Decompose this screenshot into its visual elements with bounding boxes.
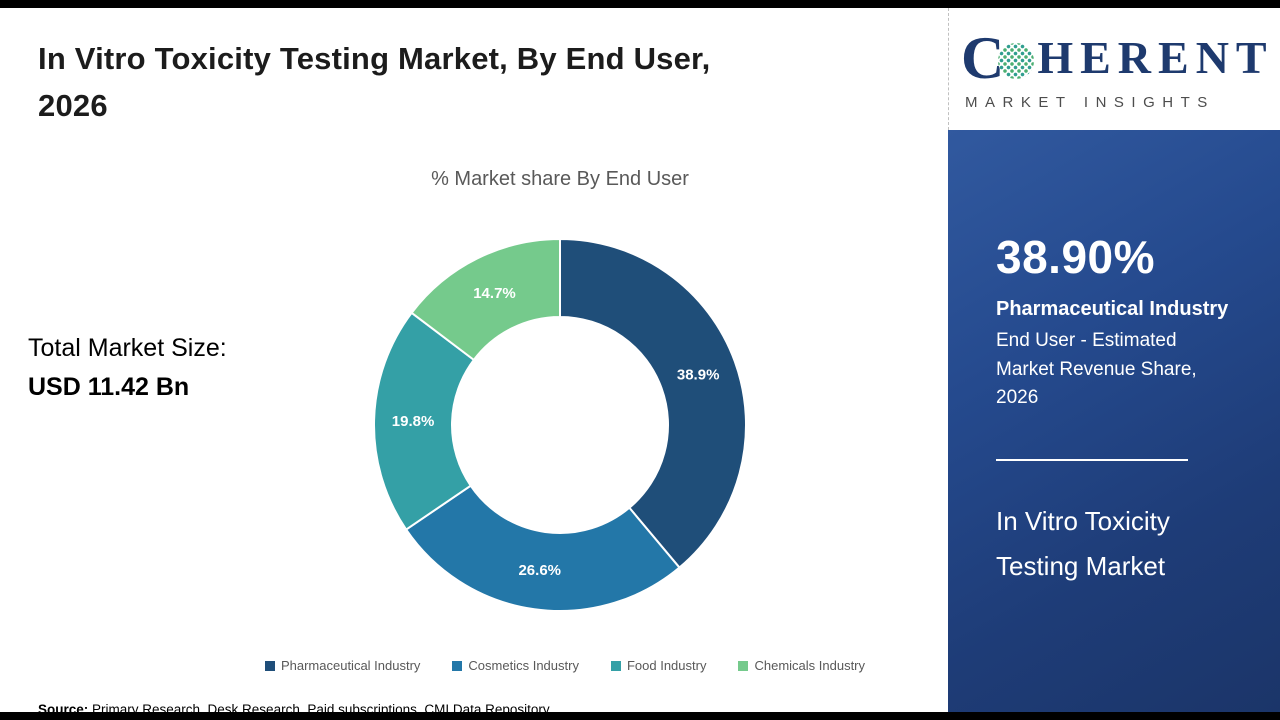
main-panel: In Vitro Toxicity Testing Market, By End… [0,8,948,717]
donut-segment-label: 14.7% [473,285,516,302]
donut-chart: 38.9% 26.6% 19.8% 14.7% [373,237,747,612]
top-black-bar [0,0,1280,8]
donut-segment-label: 26.6% [518,562,561,579]
brand-logo: C HERENT [961,28,1280,88]
legend-item: Pharmaceutical Industry [264,658,421,673]
donut-segment-label: 19.8% [392,413,435,430]
total-market-size-block: Total Market Size: USD 11.42 Bn [28,334,227,402]
brand-wordmark: HERENT [1037,31,1274,83]
chart-legend: Pharmaceutical Industry Cosmetics Indust… [185,658,945,673]
sidebar-panel: 38.90% Pharmaceutical Industry End User … [948,130,1280,712]
legend-label: Cosmetics Industry [468,658,579,673]
legend-item: Food Industry [610,658,707,673]
total-market-size-label: Total Market Size: [28,334,227,362]
legend-swatch [738,660,749,671]
page-title-line1: In Vitro Toxicity Testing Market, By End… [38,41,711,76]
total-market-size-value: USD 11.42 Bn [28,373,190,401]
sidebar-divider [996,458,1188,461]
brand-panel: C HERENT MARKET INSIGHTS [948,8,1280,130]
donut-segment-1 [559,237,747,569]
legend-item: Cosmetics Industry [452,658,579,673]
legend-label: Pharmaceutical Industry [280,658,421,673]
chart-subtitle: % Market share By End User [431,168,689,190]
stat-highlight: Pharmaceutical Industry [996,298,1229,320]
market-name: In Vitro Toxicity Testing Market [996,505,1170,582]
legend-label: Food Industry [626,658,707,673]
legend-item: Chemicals Industry [738,658,865,673]
donut-segment-2 [404,484,681,612]
brand-letter-c: C [961,24,1005,91]
donut-segment-4 [410,237,561,362]
stat-description: End User - Estimated Market Revenue Shar… [996,330,1197,408]
brand-subtitle: MARKET INSIGHTS [965,93,1215,111]
page-title: In Vitro Toxicity Testing Market, By End… [38,36,710,129]
globe-dots-icon [998,42,1035,79]
legend-swatch [452,660,463,671]
donut-segment-3 [373,311,476,531]
page-title-line2: 2026 [38,87,108,123]
legend-swatch [264,660,275,671]
donut-chart-container: 38.9% 26.6% 19.8% 14.7% [370,235,750,615]
donut-segment-label: 38.9% [677,366,720,383]
bottom-black-bar [0,712,1280,720]
legend-swatch [610,660,621,671]
stat-value: 38.90% [996,231,1156,283]
legend-label: Chemicals Industry [754,658,866,673]
